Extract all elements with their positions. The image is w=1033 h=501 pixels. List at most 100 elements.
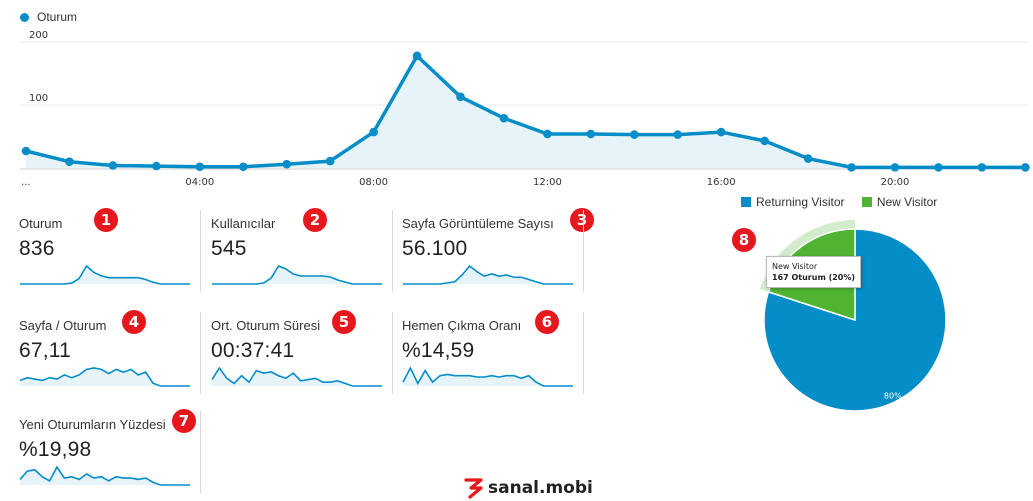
metric-value: %19,98 bbox=[19, 438, 92, 461]
brand-logo: sanal.mobi bbox=[463, 477, 593, 499]
metric-tile[interactable]: Sayfa Görüntüleme Sayısı 56.100 3 bbox=[402, 208, 594, 296]
metric-divider bbox=[392, 312, 393, 394]
x-tick-label: 16:00 bbox=[707, 177, 736, 188]
badge-3: 3 bbox=[570, 208, 594, 232]
pie-slice-label: 80% bbox=[884, 391, 902, 400]
badge-7: 7 bbox=[172, 409, 196, 433]
oturum-data-point[interactable] bbox=[412, 51, 422, 61]
sparkline-fill bbox=[20, 266, 190, 284]
metric-sparkline bbox=[211, 366, 382, 387]
metric-divider bbox=[392, 210, 393, 292]
pie-legend-new[interactable]: New Visitor bbox=[861, 195, 937, 209]
metric-sparkline bbox=[19, 367, 190, 387]
sparkline-line bbox=[20, 264, 190, 285]
oturum-data-point[interactable] bbox=[456, 92, 465, 102]
badge-5: 5 bbox=[332, 310, 356, 334]
metric-tile[interactable]: Yeni Oturumların Yüzdesi %19,98 7 bbox=[19, 409, 196, 497]
metric-value: 67,11 bbox=[19, 339, 71, 362]
badge-8: 8 bbox=[732, 228, 756, 252]
oturum-data-point[interactable] bbox=[977, 163, 987, 172]
sessions-line-chart[interactable]: 100 200... 04:00 08:00 12:00 16:00 20:00 bbox=[0, 30, 1033, 190]
oturum-data-point[interactable] bbox=[890, 163, 900, 172]
sparkline-line bbox=[211, 366, 382, 387]
x-tick-label: 04:00 bbox=[185, 177, 214, 188]
oturum-data-point[interactable] bbox=[195, 162, 205, 172]
oturum-data-point[interactable] bbox=[152, 161, 161, 171]
metric-label: Ort. Oturum Süresi bbox=[211, 318, 321, 333]
new-color-swatch bbox=[861, 197, 872, 207]
badge-6: 6 bbox=[535, 310, 559, 334]
oturum-series-line bbox=[25, 54, 1026, 170]
oturum-data-point[interactable] bbox=[108, 161, 118, 170]
oturum-legend-dot bbox=[20, 13, 29, 22]
sparkline-line bbox=[212, 265, 382, 285]
metric-divider bbox=[583, 312, 584, 394]
y-tick-label: 200 bbox=[29, 30, 48, 41]
x-tick-label: ... bbox=[21, 177, 31, 188]
metric-tile[interactable]: Sayfa / Oturum 67,11 4 bbox=[19, 310, 191, 398]
oturum-data-point[interactable] bbox=[803, 154, 813, 163]
s-logo-icon bbox=[464, 478, 483, 499]
oturum-data-point[interactable] bbox=[543, 129, 552, 139]
metric-value: %14,59 bbox=[402, 339, 475, 362]
metric-label: Hemen Çıkma Oranı bbox=[402, 318, 522, 333]
x-tick-label: 12:00 bbox=[533, 177, 562, 188]
brand-name: sanal.mobi bbox=[488, 478, 593, 498]
returning-color-swatch bbox=[741, 197, 751, 207]
oturum-data-point[interactable] bbox=[65, 157, 74, 166]
metric-divider bbox=[200, 312, 201, 394]
y-tick-label: 100 bbox=[29, 93, 48, 104]
sparkline-line bbox=[19, 465, 190, 486]
oturum-data-point[interactable] bbox=[716, 127, 726, 137]
metric-sparkline bbox=[19, 465, 190, 486]
metric-label: Sayfa Görüntüleme Sayısı bbox=[402, 216, 554, 231]
metric-sparkline bbox=[402, 366, 573, 387]
metric-label: Kullanıcılar bbox=[211, 216, 276, 231]
metric-value: 545 bbox=[211, 237, 247, 260]
metric-divider bbox=[583, 210, 584, 292]
metric-tile[interactable]: Oturum 836 1 bbox=[19, 208, 191, 296]
sparkline-line bbox=[403, 264, 573, 285]
oturum-data-point[interactable] bbox=[673, 130, 683, 139]
badge-2: 2 bbox=[303, 208, 327, 232]
metric-tile[interactable]: Ort. Oturum Süresi 00:37:41 5 bbox=[211, 310, 383, 398]
tooltip-value: 167 Oturum (20%) bbox=[772, 273, 856, 282]
oturum-data-point[interactable] bbox=[499, 113, 509, 123]
metric-label: Oturum bbox=[19, 216, 63, 231]
oturum-data-point[interactable] bbox=[325, 156, 335, 166]
pie-tooltip: New Visitor 167 Oturum (20%) bbox=[766, 256, 862, 288]
metric-sparkline bbox=[212, 265, 382, 285]
sparkline-fill bbox=[20, 368, 190, 386]
metric-value: 56.100 bbox=[402, 237, 468, 260]
pie-legend-returning[interactable]: Returning Visitor bbox=[741, 195, 848, 209]
oturum-data-point[interactable] bbox=[1021, 163, 1030, 172]
oturum-data-point[interactable] bbox=[630, 130, 639, 139]
tooltip-title: New Visitor bbox=[772, 262, 818, 271]
sparkline-fill bbox=[212, 368, 382, 386]
visitor-type-pie-chart[interactable]: 80% bbox=[740, 205, 970, 425]
sparkline-line bbox=[402, 366, 573, 387]
metric-label: Sayfa / Oturum bbox=[19, 318, 107, 333]
metric-tile[interactable]: Hemen Çıkma Oranı %14,59 6 bbox=[402, 310, 574, 398]
metric-divider bbox=[200, 210, 201, 292]
oturum-legend-label[interactable]: Oturum bbox=[37, 10, 78, 24]
metric-sparkline bbox=[20, 264, 190, 285]
oturum-data-point[interactable] bbox=[369, 127, 378, 137]
x-tick-label: 20:00 bbox=[881, 177, 910, 188]
oturum-data-point[interactable] bbox=[282, 159, 292, 169]
oturum-data-point[interactable] bbox=[238, 162, 248, 172]
metric-value: 00:37:41 bbox=[211, 339, 295, 362]
metric-tile[interactable]: Kullanıcılar 545 2 bbox=[211, 208, 383, 296]
oturum-data-point[interactable] bbox=[934, 163, 943, 172]
badge-1: 1 bbox=[94, 208, 118, 232]
oturum-area-fill bbox=[26, 55, 1026, 168]
sparkline-fill bbox=[20, 467, 190, 485]
oturum-data-point[interactable] bbox=[21, 146, 31, 156]
oturum-data-point[interactable] bbox=[760, 136, 769, 146]
x-tick-label: 08:00 bbox=[359, 177, 388, 188]
sparkline-line bbox=[19, 367, 190, 387]
oturum-data-point[interactable] bbox=[847, 163, 856, 172]
metric-label: Yeni Oturumların Yüzdesi bbox=[19, 417, 166, 432]
oturum-data-point[interactable] bbox=[586, 129, 596, 139]
metric-value: 836 bbox=[19, 237, 55, 260]
